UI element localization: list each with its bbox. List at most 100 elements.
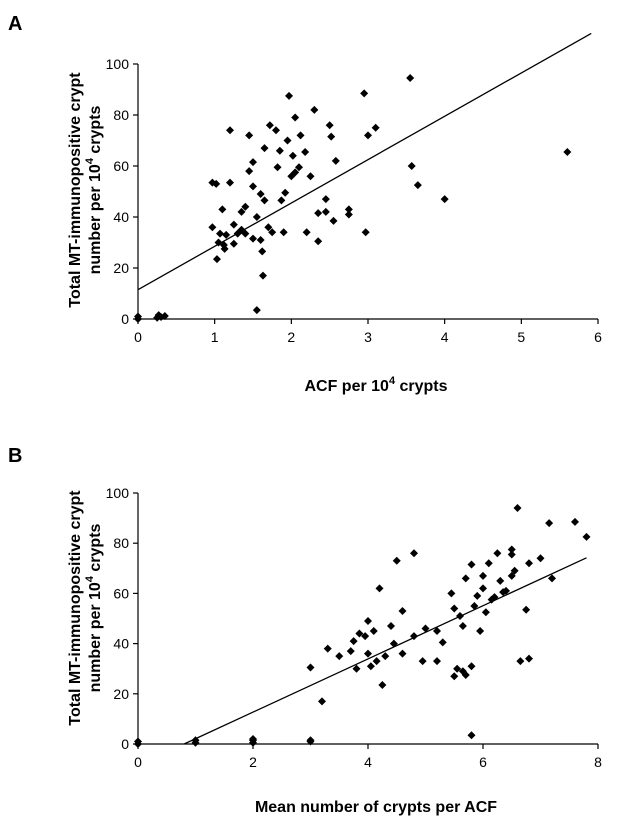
data-point (279, 228, 288, 237)
data-point (321, 195, 330, 204)
y-axis-title-a-line1: Total MT-immunopositive crypt (67, 72, 84, 308)
data-point (237, 207, 246, 216)
data-point (479, 584, 487, 593)
data-point (484, 559, 493, 568)
data-point (479, 571, 487, 580)
data-point (453, 664, 462, 673)
data-point (283, 136, 292, 145)
data-point (545, 519, 554, 528)
x-axis-title-b: Mean number of crypts per ACF (255, 799, 497, 816)
data-point (378, 681, 387, 690)
data-point (536, 554, 545, 563)
data-point (288, 151, 297, 160)
data-point (502, 586, 510, 595)
y-axis-title-a-line2: number per 104 crypts (84, 105, 104, 274)
data-point (513, 504, 522, 513)
data-point (272, 126, 280, 135)
data-point (229, 239, 238, 248)
y-tick-label: 20 (113, 686, 129, 702)
y-axis-title-b-line2: number per 104 crypts (84, 523, 104, 692)
y-tick-label: 80 (113, 107, 129, 123)
y-axis-title-b: Total MT-immunopositive crypt number per… (67, 490, 104, 726)
data-point (440, 195, 449, 204)
data-point (216, 229, 225, 238)
data-point (220, 244, 229, 253)
data-point (245, 131, 254, 140)
data-point (306, 736, 315, 745)
data-point (406, 74, 415, 83)
data-point (268, 228, 277, 237)
data-point (265, 121, 274, 130)
x-tick-label: 1 (211, 329, 219, 345)
data-point (467, 731, 476, 740)
data-point (212, 255, 221, 264)
data-point (433, 627, 441, 636)
y-tick-label: 0 (121, 311, 129, 327)
data-point (226, 178, 234, 187)
data-point (306, 663, 315, 672)
data-point (249, 182, 257, 191)
data-point (563, 147, 572, 156)
data-point (264, 223, 273, 232)
data-point (371, 123, 380, 132)
data-point (344, 210, 353, 219)
data-point (323, 644, 332, 653)
y-tick-label: 20 (113, 260, 129, 276)
data-point (364, 131, 372, 140)
data-point (510, 566, 519, 575)
x-tick-label: 2 (287, 329, 295, 345)
data-point (302, 228, 311, 237)
data-point (398, 606, 407, 615)
y-tick-label: 60 (113, 158, 129, 174)
data-point (372, 657, 381, 666)
data-point (458, 622, 467, 631)
data-point (260, 196, 269, 205)
data-point (331, 156, 340, 165)
data-point (258, 271, 267, 280)
data-point (160, 311, 169, 320)
x-tick-label: 0 (134, 754, 142, 770)
data-point (249, 158, 257, 167)
data-point (134, 312, 142, 321)
data-point (191, 736, 200, 745)
data-point (447, 589, 456, 598)
x-tick-label: 5 (517, 329, 525, 345)
x-tick-label: 8 (594, 754, 602, 770)
data-point (277, 196, 286, 205)
data-point (218, 205, 227, 214)
data-point (407, 162, 416, 170)
data-point (325, 121, 334, 130)
y-tick-label: 100 (106, 56, 130, 72)
data-point (212, 179, 221, 188)
data-point (481, 608, 490, 617)
data-point (314, 237, 323, 246)
y-tick-label: 100 (106, 485, 130, 501)
data-point (329, 216, 338, 225)
data-point (438, 638, 447, 647)
y-tick-label: 0 (121, 736, 129, 752)
data-point (392, 556, 401, 565)
x-tick-label: 2 (249, 754, 257, 770)
data-point (291, 168, 300, 177)
data-point (493, 549, 502, 558)
data-point (134, 737, 142, 746)
data-point (456, 611, 464, 620)
data-point (361, 632, 370, 641)
data-point (398, 649, 407, 658)
x-tick-label: 4 (364, 754, 372, 770)
y-tick-label: 40 (113, 636, 129, 652)
data-point (296, 131, 305, 140)
trendline-b (183, 557, 587, 745)
x-tick-label: 6 (594, 329, 602, 345)
data-point (291, 113, 300, 122)
data-point (249, 234, 257, 243)
data-point (360, 89, 369, 98)
data-point (346, 647, 355, 656)
data-point (450, 604, 459, 613)
data-point (525, 559, 533, 568)
data-point (241, 229, 250, 238)
panel-label-a: A (8, 13, 22, 35)
data-point (467, 662, 476, 671)
data-point (366, 662, 375, 671)
data-point (461, 574, 470, 583)
